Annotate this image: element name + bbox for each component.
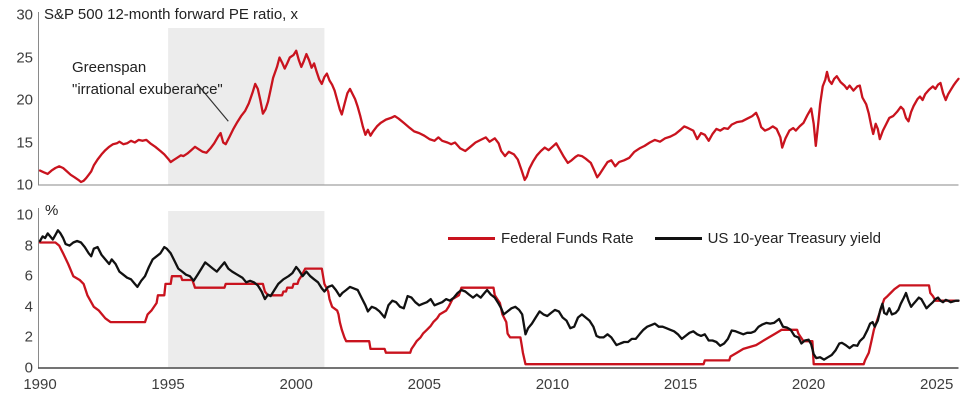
x-tick-label: 2020 <box>791 376 826 393</box>
chart-title: S&P 500 12-month forward PE ratio, x <box>44 6 299 23</box>
y-tick-label: 30 <box>16 6 33 24</box>
x-tick-label: 2015 <box>663 376 698 393</box>
y-tick-label: 15 <box>16 134 33 151</box>
y-tick-label: 10 <box>16 176 33 194</box>
y-tick-label: 4 <box>24 298 33 316</box>
us-10-year-treasury-yield-line <box>38 229 960 361</box>
legend: Federal Funds Rate US 10-year Treasury y… <box>448 230 881 247</box>
y-axis-unit-label: % <box>45 202 59 219</box>
x-tick-label: 1990 <box>23 376 57 393</box>
x-tick-label: 2000 <box>279 376 313 393</box>
legend-label: Federal Funds Rate <box>501 230 634 247</box>
black-line-swatch-icon <box>654 237 702 240</box>
annotation-line-1: Greenspan <box>72 59 147 76</box>
y-tick-label: 8 <box>24 237 33 255</box>
greenspan-annotation: Greenspan "irrational exuberance" <box>72 57 223 101</box>
federal-funds-rate-line <box>38 241 960 366</box>
highlight-band <box>168 211 325 368</box>
s-p-500-12-month-forward-pe-ratio-line <box>38 49 960 184</box>
annotation-line-2: "irrational exuberance" <box>72 81 223 98</box>
x-tick-label: 1995 <box>151 376 185 393</box>
y-tick-label: 25 <box>16 49 33 66</box>
y-tick-label: 2 <box>24 328 33 346</box>
legend-item-treasury-yield: US 10-year Treasury yield <box>654 230 881 247</box>
legend-item-federal-funds-rate: Federal Funds Rate <box>448 230 634 247</box>
annotation-arrow <box>196 83 229 122</box>
y-tick-label: 0 <box>24 359 33 377</box>
y-tick-label: 6 <box>24 267 33 285</box>
red-line-swatch-icon <box>448 237 495 240</box>
y-tick-label: 10 <box>16 206 33 224</box>
legend-label: US 10-year Treasury yield <box>707 230 881 247</box>
y-tick-label: 20 <box>16 91 33 109</box>
x-tick-label: 2005 <box>407 376 441 393</box>
x-tick-label: 2025 <box>920 376 954 393</box>
x-tick-label: 2010 <box>535 376 570 393</box>
